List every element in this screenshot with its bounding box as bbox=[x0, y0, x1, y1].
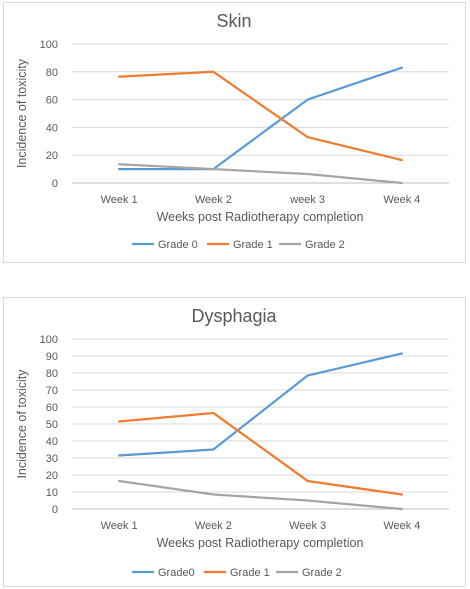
y-tick-label: 90 bbox=[46, 351, 58, 363]
chart-title: Dysphagia bbox=[191, 306, 277, 326]
y-tick-label: 60 bbox=[46, 402, 58, 414]
x-tick-label: Week 2 bbox=[195, 520, 232, 532]
y-tick-label: 80 bbox=[46, 67, 58, 79]
x-axis-title: Weeks post Radiotherapy completion bbox=[157, 536, 364, 550]
x-tick-label: Week 3 bbox=[289, 520, 326, 532]
dysphagia-chart-panel: Dysphagia 0 10 20 30 40 50 60 70 80 90 100 Week 1 Wee… bbox=[3, 297, 466, 587]
x-tick-label: Week 4 bbox=[383, 194, 420, 206]
y-axis-title: Incidence of toxicity bbox=[15, 58, 29, 168]
legend-label: Grade 2 bbox=[302, 567, 342, 579]
legend-label: Grade 2 bbox=[305, 239, 345, 251]
series-line-1 bbox=[118, 352, 403, 457]
x-tick-label: Week 1 bbox=[101, 520, 138, 532]
y-tick-label: 40 bbox=[46, 122, 58, 134]
y-tick-label: 40 bbox=[46, 436, 58, 448]
x-axis-title: Weeks post Radiotherapy completion bbox=[157, 210, 364, 224]
x-tick-label: Week 4 bbox=[383, 520, 420, 532]
skin-line-chart: Skin 0 20 40 60 80 100 Week 1 Week 2 week 3 Week 4… bbox=[15, 11, 449, 251]
x-tick-label: Week 2 bbox=[195, 194, 232, 206]
y-tick-label: 80 bbox=[46, 368, 58, 380]
y-tick-label: 60 bbox=[46, 95, 58, 107]
y-tick-label: 0 bbox=[52, 504, 58, 516]
y-tick-label: 30 bbox=[46, 453, 58, 465]
legend-label: Grade 1 bbox=[233, 239, 273, 251]
legend-label: Grade 0 bbox=[158, 239, 198, 251]
y-tick-label: 50 bbox=[46, 419, 58, 431]
series-line-3 bbox=[118, 479, 403, 511]
y-tick-label: 100 bbox=[40, 39, 58, 51]
y-tick-label: 10 bbox=[46, 487, 58, 499]
x-tick-label: week 3 bbox=[289, 194, 325, 206]
legend-label: Grade 1 bbox=[230, 567, 270, 579]
y-tick-label: 100 bbox=[40, 334, 58, 346]
series-line-2 bbox=[118, 70, 403, 162]
y-tick-label: 20 bbox=[46, 470, 58, 482]
skin-chart-panel: Skin 0 20 40 60 80 100 Week 1 Week 2 week 3 Week 4… bbox=[3, 2, 466, 263]
y-tick-label: 70 bbox=[46, 385, 58, 397]
legend-label: Grade0 bbox=[158, 567, 195, 579]
y-tick-label: 0 bbox=[52, 178, 58, 190]
series-line-3 bbox=[118, 163, 403, 185]
series-line-2 bbox=[118, 411, 403, 496]
x-tick-label: Week 1 bbox=[101, 194, 138, 206]
chart-title: Skin bbox=[216, 11, 251, 31]
dysphagia-line-chart: Dysphagia 0 10 20 30 40 50 60 70 80 90 100 Week 1 Wee… bbox=[15, 306, 449, 579]
series-line-1 bbox=[118, 66, 403, 171]
y-tick-label: 20 bbox=[46, 150, 58, 162]
y-axis-title: Incidence of toxicity bbox=[15, 369, 29, 479]
